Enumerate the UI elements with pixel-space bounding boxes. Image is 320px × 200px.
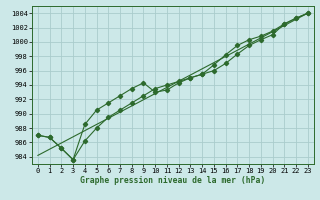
X-axis label: Graphe pression niveau de la mer (hPa): Graphe pression niveau de la mer (hPa)	[80, 176, 265, 185]
